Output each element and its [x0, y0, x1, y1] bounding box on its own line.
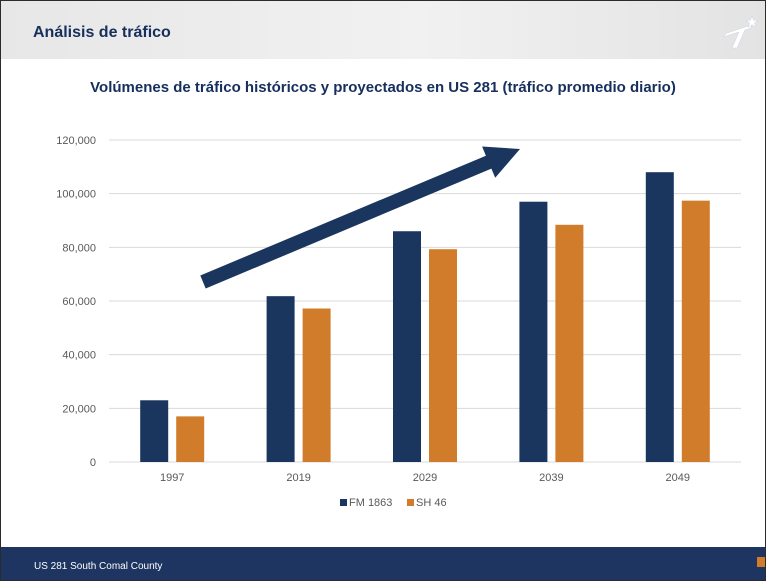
- x-tick-label: 2039: [539, 472, 563, 484]
- txdot-star-logo-icon: [722, 15, 759, 49]
- footer-text: US 281 South Comal County: [34, 561, 163, 572]
- bar-fm-1863: [645, 172, 674, 462]
- legend-swatch: [407, 499, 414, 506]
- y-tick-label: 120,000: [56, 135, 96, 147]
- trend-arrow-icon: [200, 146, 521, 289]
- x-tick-label: 2019: [286, 472, 310, 484]
- x-tick-label: 2029: [413, 472, 437, 484]
- chart-title: Volúmenes de tráfico históricos y proyec…: [90, 79, 676, 96]
- y-tick-label: 20,000: [62, 403, 96, 415]
- page-title: Análisis de tráfico: [33, 24, 171, 41]
- legend-label: SH 46: [416, 497, 447, 509]
- bar-sh-46: [555, 224, 584, 462]
- y-tick-label: 60,000: [62, 296, 96, 308]
- bar-sh-46: [302, 308, 331, 462]
- bar-fm-1863: [393, 231, 421, 462]
- bar-fm-1863: [519, 201, 548, 462]
- bar-fm-1863: [140, 400, 169, 462]
- bar-sh-46: [681, 200, 710, 463]
- bar-sh-46: [176, 416, 205, 462]
- legend-swatch: [340, 499, 347, 506]
- x-tick-label: 2049: [666, 472, 690, 484]
- bar-chart: 0 20,000 40,000 60,000 80,000 100,000 120,000 1…: [56, 135, 741, 509]
- bar-fm-1863: [266, 296, 295, 462]
- footer-bar: US 281 South Comal County: [1, 547, 765, 580]
- x-tick-label: 1997: [160, 472, 184, 484]
- legend-label: FM 1863: [349, 497, 392, 509]
- header-bar: Análisis de tráfico: [1, 1, 765, 59]
- y-tick-label: 80,000: [62, 242, 96, 254]
- y-tick-label: 100,000: [56, 189, 96, 201]
- y-tick-label: 40,000: [62, 350, 96, 362]
- footer-accent: [757, 557, 765, 567]
- bar-sh-46: [429, 249, 457, 462]
- y-tick-label: 0: [90, 457, 96, 469]
